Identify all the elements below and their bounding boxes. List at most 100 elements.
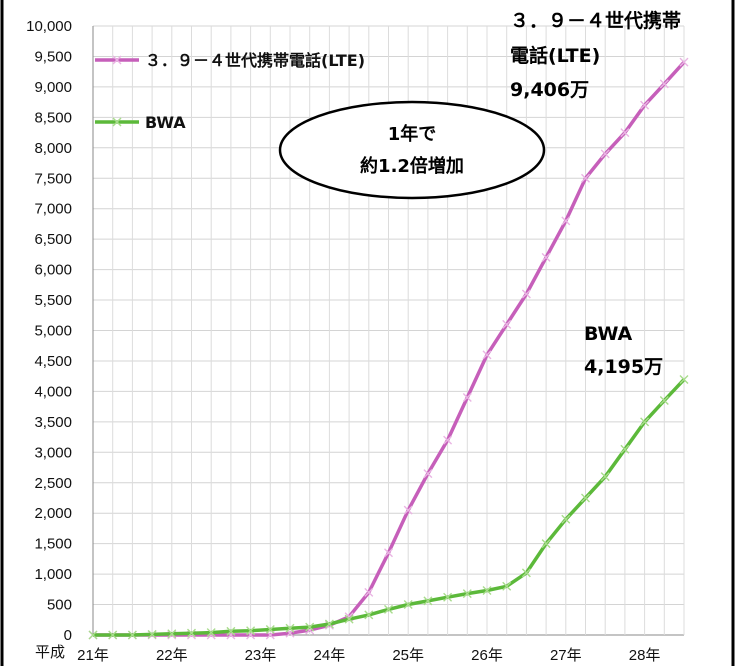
y-tick-label: 7,500	[34, 170, 72, 187]
data-point-marker	[167, 629, 177, 639]
data-point-marker	[502, 319, 512, 329]
y-tick-label: 1,500	[34, 536, 72, 553]
y-tick-label: 0	[64, 627, 72, 644]
data-point-marker	[482, 350, 492, 360]
y-tick-label: 2,500	[34, 475, 72, 492]
y-tick-label: 6,500	[34, 231, 72, 248]
data-point-marker	[423, 596, 433, 606]
data-point-marker	[581, 173, 590, 183]
data-point-marker	[561, 216, 571, 226]
y-tick-label: 2,000	[34, 505, 72, 522]
bwa-end-annotation: BWA 4,195万	[584, 323, 663, 378]
data-point-marker	[462, 589, 472, 599]
y-tick-label: 500	[47, 597, 72, 614]
data-point-marker	[364, 610, 374, 620]
data-point-marker	[659, 79, 669, 89]
data-point-marker	[541, 539, 551, 549]
y-tick-label: 8,000	[34, 140, 72, 157]
gridlines	[92, 25, 685, 636]
lte-annotation-line-1: ３．９－４世代携帯	[510, 9, 681, 32]
data-point-marker	[620, 128, 630, 138]
data-point-marker	[88, 630, 98, 640]
data-point-marker	[226, 626, 236, 636]
y-tick-label: 7,000	[34, 201, 72, 218]
legend-item-lte: ３．９－４世代携帯電話(LTE)	[95, 51, 365, 70]
legend-item-bwa: BWA	[95, 113, 186, 132]
data-point-marker	[600, 149, 610, 159]
legend-marker-lte	[112, 55, 122, 65]
data-point-marker	[620, 444, 630, 454]
legend-label-lte: ３．９－４世代携帯電話(LTE)	[145, 51, 365, 70]
data-point-marker	[561, 514, 571, 524]
y-axis-tick-labels: 0 500 1,000 1,500 2,000 2,500 3,000 3,500 4,000 4…	[26, 18, 72, 644]
lte-end-annotation: ３．９－４世代携帯 電話(LTE) 9,406万	[510, 9, 681, 101]
data-point-marker	[443, 435, 453, 445]
data-point-marker	[679, 375, 689, 385]
data-point-marker	[344, 614, 354, 624]
x-tick-label: 27年	[550, 647, 582, 664]
series-bwa	[88, 375, 689, 640]
y-tick-label: 9,500	[34, 48, 72, 65]
data-point-marker	[600, 472, 610, 482]
x-axis-prefix-label: 平成	[35, 644, 65, 661]
data-point-marker	[640, 100, 650, 110]
data-point-marker	[640, 417, 650, 427]
data-point-marker	[423, 469, 433, 479]
x-axis-tick-labels: 21年 22年 23年 24年 25年 26年 27年 28年	[77, 647, 660, 664]
data-point-marker	[403, 600, 413, 610]
callout-line-2: 約1.2倍増加	[360, 155, 464, 177]
y-tick-label: 5,500	[34, 292, 72, 309]
data-point-marker	[521, 289, 531, 299]
x-tick-label: 28年	[629, 647, 661, 664]
data-point-marker	[541, 252, 551, 262]
y-tick-label: 10,000	[26, 18, 72, 35]
data-point-marker	[127, 630, 137, 640]
y-tick-label: 3,500	[34, 414, 72, 431]
y-tick-label: 9,000	[34, 79, 72, 96]
data-point-marker	[384, 548, 393, 558]
data-point-marker	[364, 587, 374, 597]
y-tick-label: 6,000	[34, 262, 72, 279]
x-tick-label: 26年	[471, 647, 503, 664]
x-tick-label: 23年	[245, 647, 277, 664]
data-point-marker	[384, 604, 393, 614]
data-point-marker	[521, 568, 531, 578]
callout-line-1: 1年で	[388, 123, 437, 145]
data-point-marker	[462, 392, 472, 402]
data-point-marker	[403, 505, 413, 515]
data-point-marker	[147, 629, 157, 639]
data-point-marker	[187, 628, 196, 638]
data-series	[88, 57, 689, 640]
lte-annotation-line-2: 電話(LTE)	[510, 44, 600, 67]
legend: ３．９－４世代携帯電話(LTE) BWA	[95, 51, 365, 132]
y-tick-label: 3,000	[34, 444, 72, 461]
data-point-marker	[108, 630, 118, 640]
data-point-marker	[305, 622, 315, 632]
x-tick-label: 21年	[77, 647, 109, 664]
data-point-marker	[206, 628, 216, 638]
lte-annotation-value: 9,406万	[510, 79, 589, 101]
data-point-marker	[324, 619, 334, 629]
data-point-marker	[443, 592, 453, 602]
growth-callout-bubble: 1年で 約1.2倍増加	[278, 100, 546, 200]
legend-label-bwa: BWA	[145, 113, 186, 132]
data-point-marker	[482, 586, 492, 596]
y-tick-label: 8,500	[34, 109, 72, 126]
bwa-annotation-line-1: BWA	[584, 323, 633, 345]
data-point-marker	[679, 57, 689, 67]
data-point-marker	[246, 626, 256, 636]
data-point-marker	[581, 493, 590, 503]
data-point-marker	[265, 625, 275, 635]
x-tick-label: 25年	[392, 647, 424, 664]
callout-ellipse	[278, 100, 546, 200]
y-tick-label: 5,000	[34, 323, 72, 340]
data-point-marker	[502, 581, 512, 591]
x-tick-label: 24年	[314, 647, 346, 664]
data-point-marker	[659, 396, 669, 406]
x-tick-label: 22年	[156, 647, 188, 664]
bwa-annotation-value: 4,195万	[584, 356, 663, 378]
y-tick-label: 1,000	[34, 566, 72, 583]
legend-marker-bwa	[112, 117, 122, 127]
y-tick-label: 4,000	[34, 383, 72, 400]
